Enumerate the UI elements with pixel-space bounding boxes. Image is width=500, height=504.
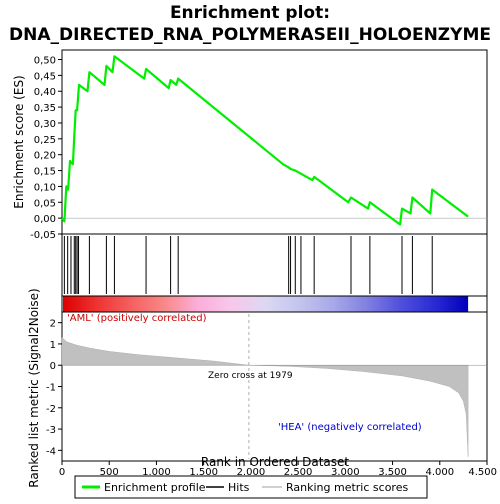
es-y-axis-ticks: 0,50 0,45 0,40 0,35 0,30 0,25 0,20 0,15 0,10 0,05…	[30, 56, 62, 241]
x-tick-label: 2.000	[237, 467, 266, 478]
rank-ytick-label: -2	[46, 404, 56, 415]
rank-ytick-label: -4	[46, 446, 56, 457]
es-ytick-label: 0,15	[34, 167, 56, 178]
es-ytick-label: 0,45	[34, 71, 56, 82]
positive-correlation-label: 'AML' (positively correlated)	[67, 313, 207, 324]
es-ytick-label: 0,10	[34, 182, 56, 193]
ranking-metric-group	[61, 314, 487, 459]
rank-panel-frame	[61, 311, 488, 462]
x-axis-ticks: 0 500 1.000 1.500 2.000 2.500 3.000 3.500 4.000 4…	[59, 461, 497, 478]
es-y-axis-label: Enrichment score (ES)	[12, 75, 26, 208]
ranking-metric-area	[61, 336, 469, 457]
enrichment-profile-line	[61, 55, 469, 226]
es-panel-frame	[61, 49, 488, 235]
x-tick-label: 500	[100, 467, 119, 478]
es-ytick-label: 0,35	[34, 103, 56, 114]
x-tick-label: 3.000	[331, 467, 360, 478]
x-tick-label: 1.000	[142, 467, 171, 478]
x-tick-label: 2.500	[284, 467, 313, 478]
es-ytick-label: 0,00	[34, 214, 56, 225]
rank-y-axis-label: Ranked list metric (Signal2Noise)	[27, 288, 41, 487]
es-ytick-label: 0,40	[34, 87, 56, 98]
rank-ytick-label: 1	[50, 340, 56, 351]
x-tick-label: 0	[59, 467, 65, 478]
es-ytick-label: -0,05	[30, 230, 56, 241]
rank-ytick-label: 0	[50, 361, 56, 372]
rank-color-bar	[63, 296, 469, 312]
zero-cross-label: Zero cross at 1979	[208, 371, 293, 381]
legend-ranking-label: Ranking metric scores	[286, 481, 408, 494]
es-ytick-label: 0,05	[34, 198, 56, 209]
es-ytick-label: 0,50	[34, 56, 56, 67]
hit-marks-group	[63, 236, 433, 294]
es-ytick-label: 0,25	[34, 135, 56, 146]
x-tick-label: 1.500	[189, 467, 218, 478]
x-axis-label: Rank in Ordered Dataset	[201, 455, 349, 469]
chart-title-line1: Enrichment plot:	[170, 3, 330, 23]
rank-ytick-label: -1	[46, 383, 56, 394]
legend-hits-label: Hits	[228, 481, 250, 494]
x-tick-label: 4.500	[468, 467, 497, 478]
negative-correlation-label: 'HEA' (negatively correlated)	[278, 422, 422, 433]
es-ytick-label: 0,20	[34, 151, 56, 162]
rank-ytick-label: -3	[46, 425, 56, 436]
hits-panel-frame	[61, 233, 488, 297]
rank-ytick-label: 2	[50, 319, 56, 330]
x-tick-label: 3.500	[378, 467, 407, 478]
rank-y-axis-ticks: 2 1 0 -1 -2 -3 -4	[46, 319, 62, 457]
legend-enrichment-label: Enrichment profile	[104, 481, 206, 494]
legend-box	[74, 475, 428, 499]
x-tick-label: 4.000	[425, 467, 454, 478]
enrichment-profile-group	[61, 55, 469, 226]
es-ytick-label: 0,30	[34, 119, 56, 130]
chart-title-line2: DNA_DIRECTED_RNA_POLYMERASEII_HOLOENZYME	[9, 25, 491, 45]
